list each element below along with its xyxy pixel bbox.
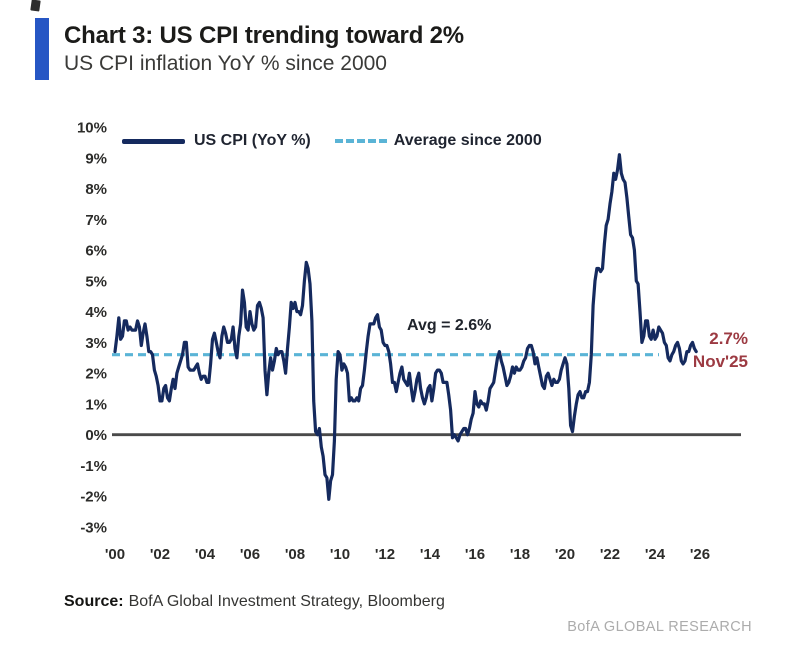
chart-title: Chart 3: US CPI trending toward 2%: [64, 22, 464, 49]
x-tick-label: '12: [375, 546, 395, 563]
source-label: Source:: [64, 593, 124, 610]
y-tick-label: 7%: [85, 212, 107, 229]
y-tick-label: 2%: [85, 366, 107, 383]
source-line: Source: BofA Global Investment Strategy, …: [64, 593, 445, 611]
y-tick-label: 4%: [85, 304, 107, 321]
y-tick-label: 6%: [85, 243, 107, 260]
x-tick-label: '06: [240, 546, 260, 563]
y-tick-label: 1%: [85, 396, 107, 413]
x-tick-label: '10: [330, 546, 350, 563]
legend-label-average: Average since 2000: [393, 132, 542, 149]
brand-mark: BofA GLOBAL RESEARCH: [567, 619, 752, 635]
x-tick-label: '14: [420, 546, 441, 563]
average-annotation: Avg = 2.6%: [407, 317, 492, 334]
x-tick-label: '26: [690, 546, 710, 563]
y-tick-label: 3%: [85, 335, 107, 352]
y-tick-label: 5%: [85, 273, 107, 290]
chart-legend: US CPI (YoY %) Average since 2000: [122, 131, 542, 151]
y-tick-label: -3%: [80, 520, 107, 537]
x-tick-label: '00: [105, 546, 125, 563]
y-tick-label: -1%: [80, 458, 107, 475]
x-tick-label: '24: [645, 546, 666, 563]
x-tick-label: '08: [285, 546, 305, 563]
title-accent-bar: [35, 18, 49, 80]
cpi-line: [113, 153, 698, 501]
y-tick-label: -2%: [80, 489, 107, 506]
last-point-date: Nov'25: [692, 352, 748, 371]
last-point-annotation: 2.7% Nov'25: [688, 327, 748, 373]
average-line-swatch: [334, 139, 387, 143]
y-tick-label: 10%: [77, 120, 107, 137]
chart-subtitle: US CPI inflation YoY % since 2000: [64, 52, 387, 75]
x-tick-label: '18: [510, 546, 530, 563]
legend-label-cpi: US CPI (YoY %): [194, 132, 311, 149]
y-tick-label: 9%: [85, 150, 107, 167]
last-point-value: 2.7%: [709, 329, 748, 348]
cpi-line-swatch: [122, 138, 185, 144]
x-tick-label: '16: [465, 546, 485, 563]
y-tick-label: 0%: [85, 427, 107, 444]
x-tick-label: '22: [600, 546, 620, 563]
x-tick-label: '04: [195, 546, 216, 563]
x-tick-label: '02: [150, 546, 170, 563]
y-tick-label: 8%: [85, 181, 107, 198]
source-text: BofA Global Investment Strategy, Bloombe…: [128, 593, 445, 610]
x-tick-label: '20: [555, 546, 575, 563]
